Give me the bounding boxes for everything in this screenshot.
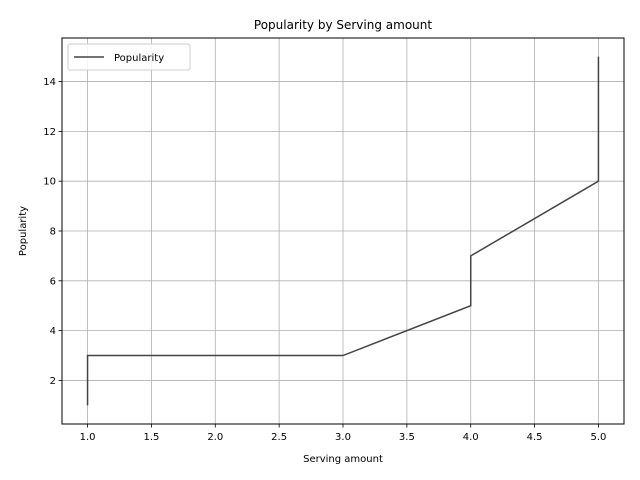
x-tick-label: 1.5	[143, 432, 159, 443]
x-tick-label: 2.5	[271, 432, 287, 443]
y-tick-label: 12	[43, 127, 56, 138]
y-tick-label: 4	[50, 326, 56, 337]
legend-label-popularity: Popularity	[114, 53, 164, 64]
y-axis-ticks: 2 4 6 8 10 12 14	[43, 77, 62, 387]
y-axis-label: Popularity	[18, 206, 29, 256]
x-axis-ticks: 1.0 1.5 2.0 2.5 3.0 3.5 4.0 4.5 5.0	[80, 424, 607, 443]
y-tick-label: 2	[50, 376, 56, 387]
y-tick-label: 10	[43, 177, 56, 188]
x-tick-label: 3.0	[335, 432, 351, 443]
x-tick-label: 1.0	[80, 432, 96, 443]
x-tick-label: 3.5	[399, 432, 415, 443]
y-tick-label: 6	[50, 276, 56, 287]
x-tick-label: 4.0	[463, 432, 479, 443]
legend-box	[67, 43, 191, 71]
series-layer	[86, 56, 600, 406]
x-tick-label: 2.0	[207, 432, 223, 443]
series-line-popularity	[86, 56, 600, 406]
x-axis-label: Serving amount	[303, 454, 383, 465]
x-tick-label: 4.5	[527, 432, 543, 443]
legend: Popularity	[67, 43, 191, 71]
x-tick-label: 5.0	[591, 432, 607, 443]
y-tick-label: 14	[43, 77, 56, 88]
chart-title: Popularity by Serving amount	[254, 18, 432, 32]
grid-lines	[62, 38, 624, 424]
y-tick-label: 8	[50, 227, 56, 238]
